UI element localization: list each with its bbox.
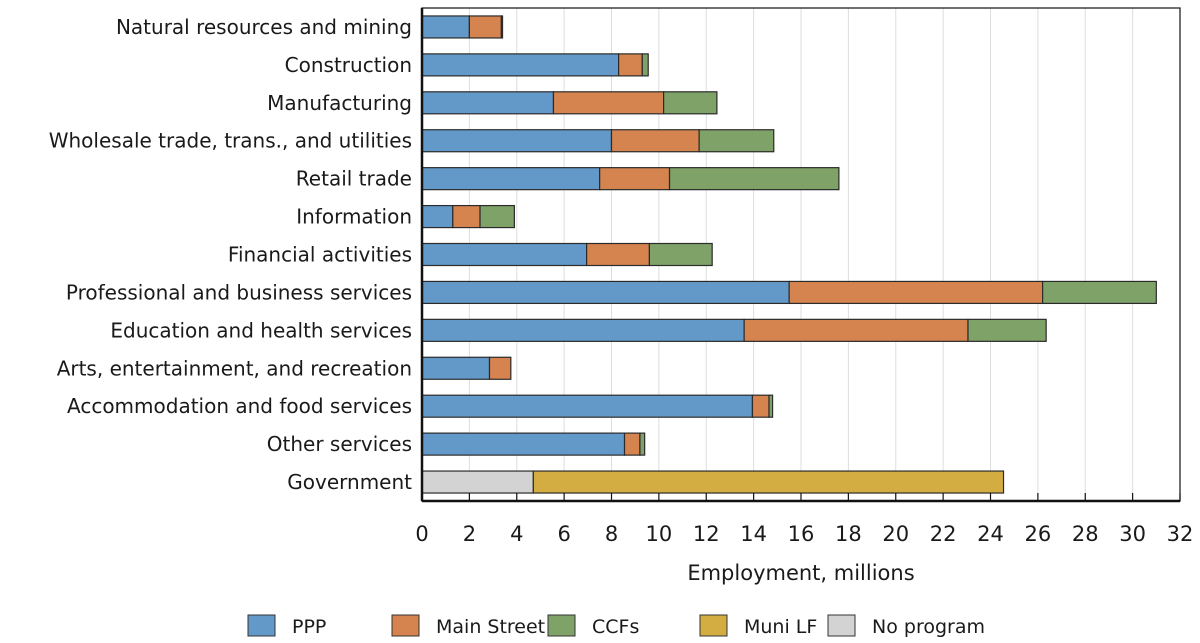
legend-swatch: [699, 614, 728, 637]
bar-segment-ppp: [421, 394, 754, 418]
bar-segment-main-street: [599, 167, 671, 191]
x-tick-label: 4: [510, 522, 523, 546]
category-label: Other services: [267, 432, 412, 456]
bar-segment-main-street: [788, 280, 1044, 305]
category-label: Manufacturing: [267, 91, 412, 115]
legend-item-ccfs: CCFs: [547, 614, 639, 638]
bar-segment-ccfs: [500, 15, 504, 39]
legend-label: No program: [872, 616, 985, 638]
x-tick-label: 24: [977, 522, 1004, 546]
category-label: Retail trade: [296, 167, 412, 191]
x-tick-label: 16: [788, 522, 815, 546]
axes: [420, 7, 1181, 503]
bar-segment-ccfs: [479, 204, 515, 229]
x-tick-label: 14: [740, 522, 767, 546]
category-label: Construction: [285, 53, 412, 77]
bar-segment-main-street: [488, 356, 512, 380]
bar-segment-ccfs: [639, 432, 646, 456]
category-label: Accommodation and food services: [67, 394, 412, 418]
bar-segment-ccfs: [648, 242, 713, 267]
bar-segment-main-street: [618, 53, 643, 77]
bar-segment-main-street: [552, 91, 665, 115]
x-tick-label: 12: [693, 522, 720, 546]
legend-item-muni-lf: Muni LF: [699, 614, 817, 638]
category-label: Information: [296, 205, 412, 229]
category-label: Arts, entertainment, and recreation: [57, 356, 412, 380]
x-tick-label: 0: [415, 522, 428, 546]
bar-segment-main-street: [586, 242, 650, 267]
bar-segment-ppp: [421, 280, 790, 305]
legend-swatch: [827, 614, 856, 637]
legend-item-main-street: Main Street: [391, 614, 545, 638]
bar-segment-muni-lf: [532, 470, 1005, 494]
bar-segment-ccfs: [698, 129, 775, 153]
x-tick-label: 8: [605, 522, 618, 546]
bar-segment-main-street: [610, 129, 700, 153]
bar-segment-main-street: [743, 318, 969, 342]
bar-segment-ccfs: [967, 318, 1047, 342]
legend-swatch: [547, 614, 576, 637]
bar-segment-ccfs: [1042, 280, 1157, 305]
legend-label: Main Street: [436, 616, 545, 638]
bar-segment-ppp: [421, 432, 626, 456]
x-tick-label: 22: [930, 522, 957, 546]
x-tick-label: 20: [882, 522, 909, 546]
bar-segment-ppp: [421, 167, 601, 191]
legend-label: Muni LF: [744, 616, 817, 638]
bar-segment-ppp: [421, 356, 491, 380]
category-label: Education and health services: [110, 318, 412, 342]
category-label: Wholesale trade, trans., and utilities: [49, 129, 412, 153]
x-tick-label: 26: [1025, 522, 1052, 546]
category-label: Natural resources and mining: [116, 15, 412, 39]
x-tick-label: 32: [1167, 522, 1194, 546]
bar-segment-ppp: [421, 129, 613, 153]
category-label: Financial activities: [228, 243, 412, 267]
bar-segment-ccfs: [668, 167, 840, 191]
x-tick-label: 30: [1119, 522, 1146, 546]
bar-segment-main-street: [452, 204, 481, 229]
bar-segment-main-street: [751, 394, 770, 418]
legend-swatch: [391, 614, 420, 637]
bar-segment-ccfs: [768, 394, 774, 418]
legend: PPP Main Street CCFs Muni LF No program: [247, 614, 985, 638]
legend-label: CCFs: [592, 616, 639, 638]
x-tick-label: 2: [463, 522, 476, 546]
bars: [421, 15, 1157, 494]
category-label: Government: [287, 470, 412, 494]
legend-label: PPP: [292, 616, 326, 638]
x-tick-label: 28: [1072, 522, 1099, 546]
bar-segment-main-street: [468, 15, 502, 39]
bar-segment-ppp: [421, 91, 555, 115]
bar-segment-ppp: [421, 53, 620, 77]
bar-segment-main-street: [623, 432, 641, 456]
x-tick-label: 6: [557, 522, 570, 546]
legend-item-ppp: PPP: [247, 614, 326, 638]
x-tick-labels: 0 2 4 6 8 10 12 14 16 18 20 22 24 26 28 30 32: [415, 522, 1193, 546]
x-tick-label: 10: [646, 522, 673, 546]
category-labels: Natural resources and mining Construction…: [49, 15, 412, 494]
bar-segment-ccfs: [663, 91, 718, 115]
bar-segment-ppp: [421, 15, 470, 39]
bar-segment-ccfs: [641, 53, 649, 77]
bar-segment-ppp: [421, 242, 588, 267]
bar-segment-no-program: [421, 470, 534, 494]
bar-segment-ppp: [421, 204, 454, 229]
legend-item-no-program: No program: [827, 614, 985, 638]
x-axis-label: Employment, millions: [687, 561, 914, 585]
category-label: Professional and business services: [66, 280, 412, 304]
bar-segment-ppp: [421, 318, 745, 342]
legend-swatch: [247, 614, 276, 637]
x-tick-label: 18: [835, 522, 862, 546]
